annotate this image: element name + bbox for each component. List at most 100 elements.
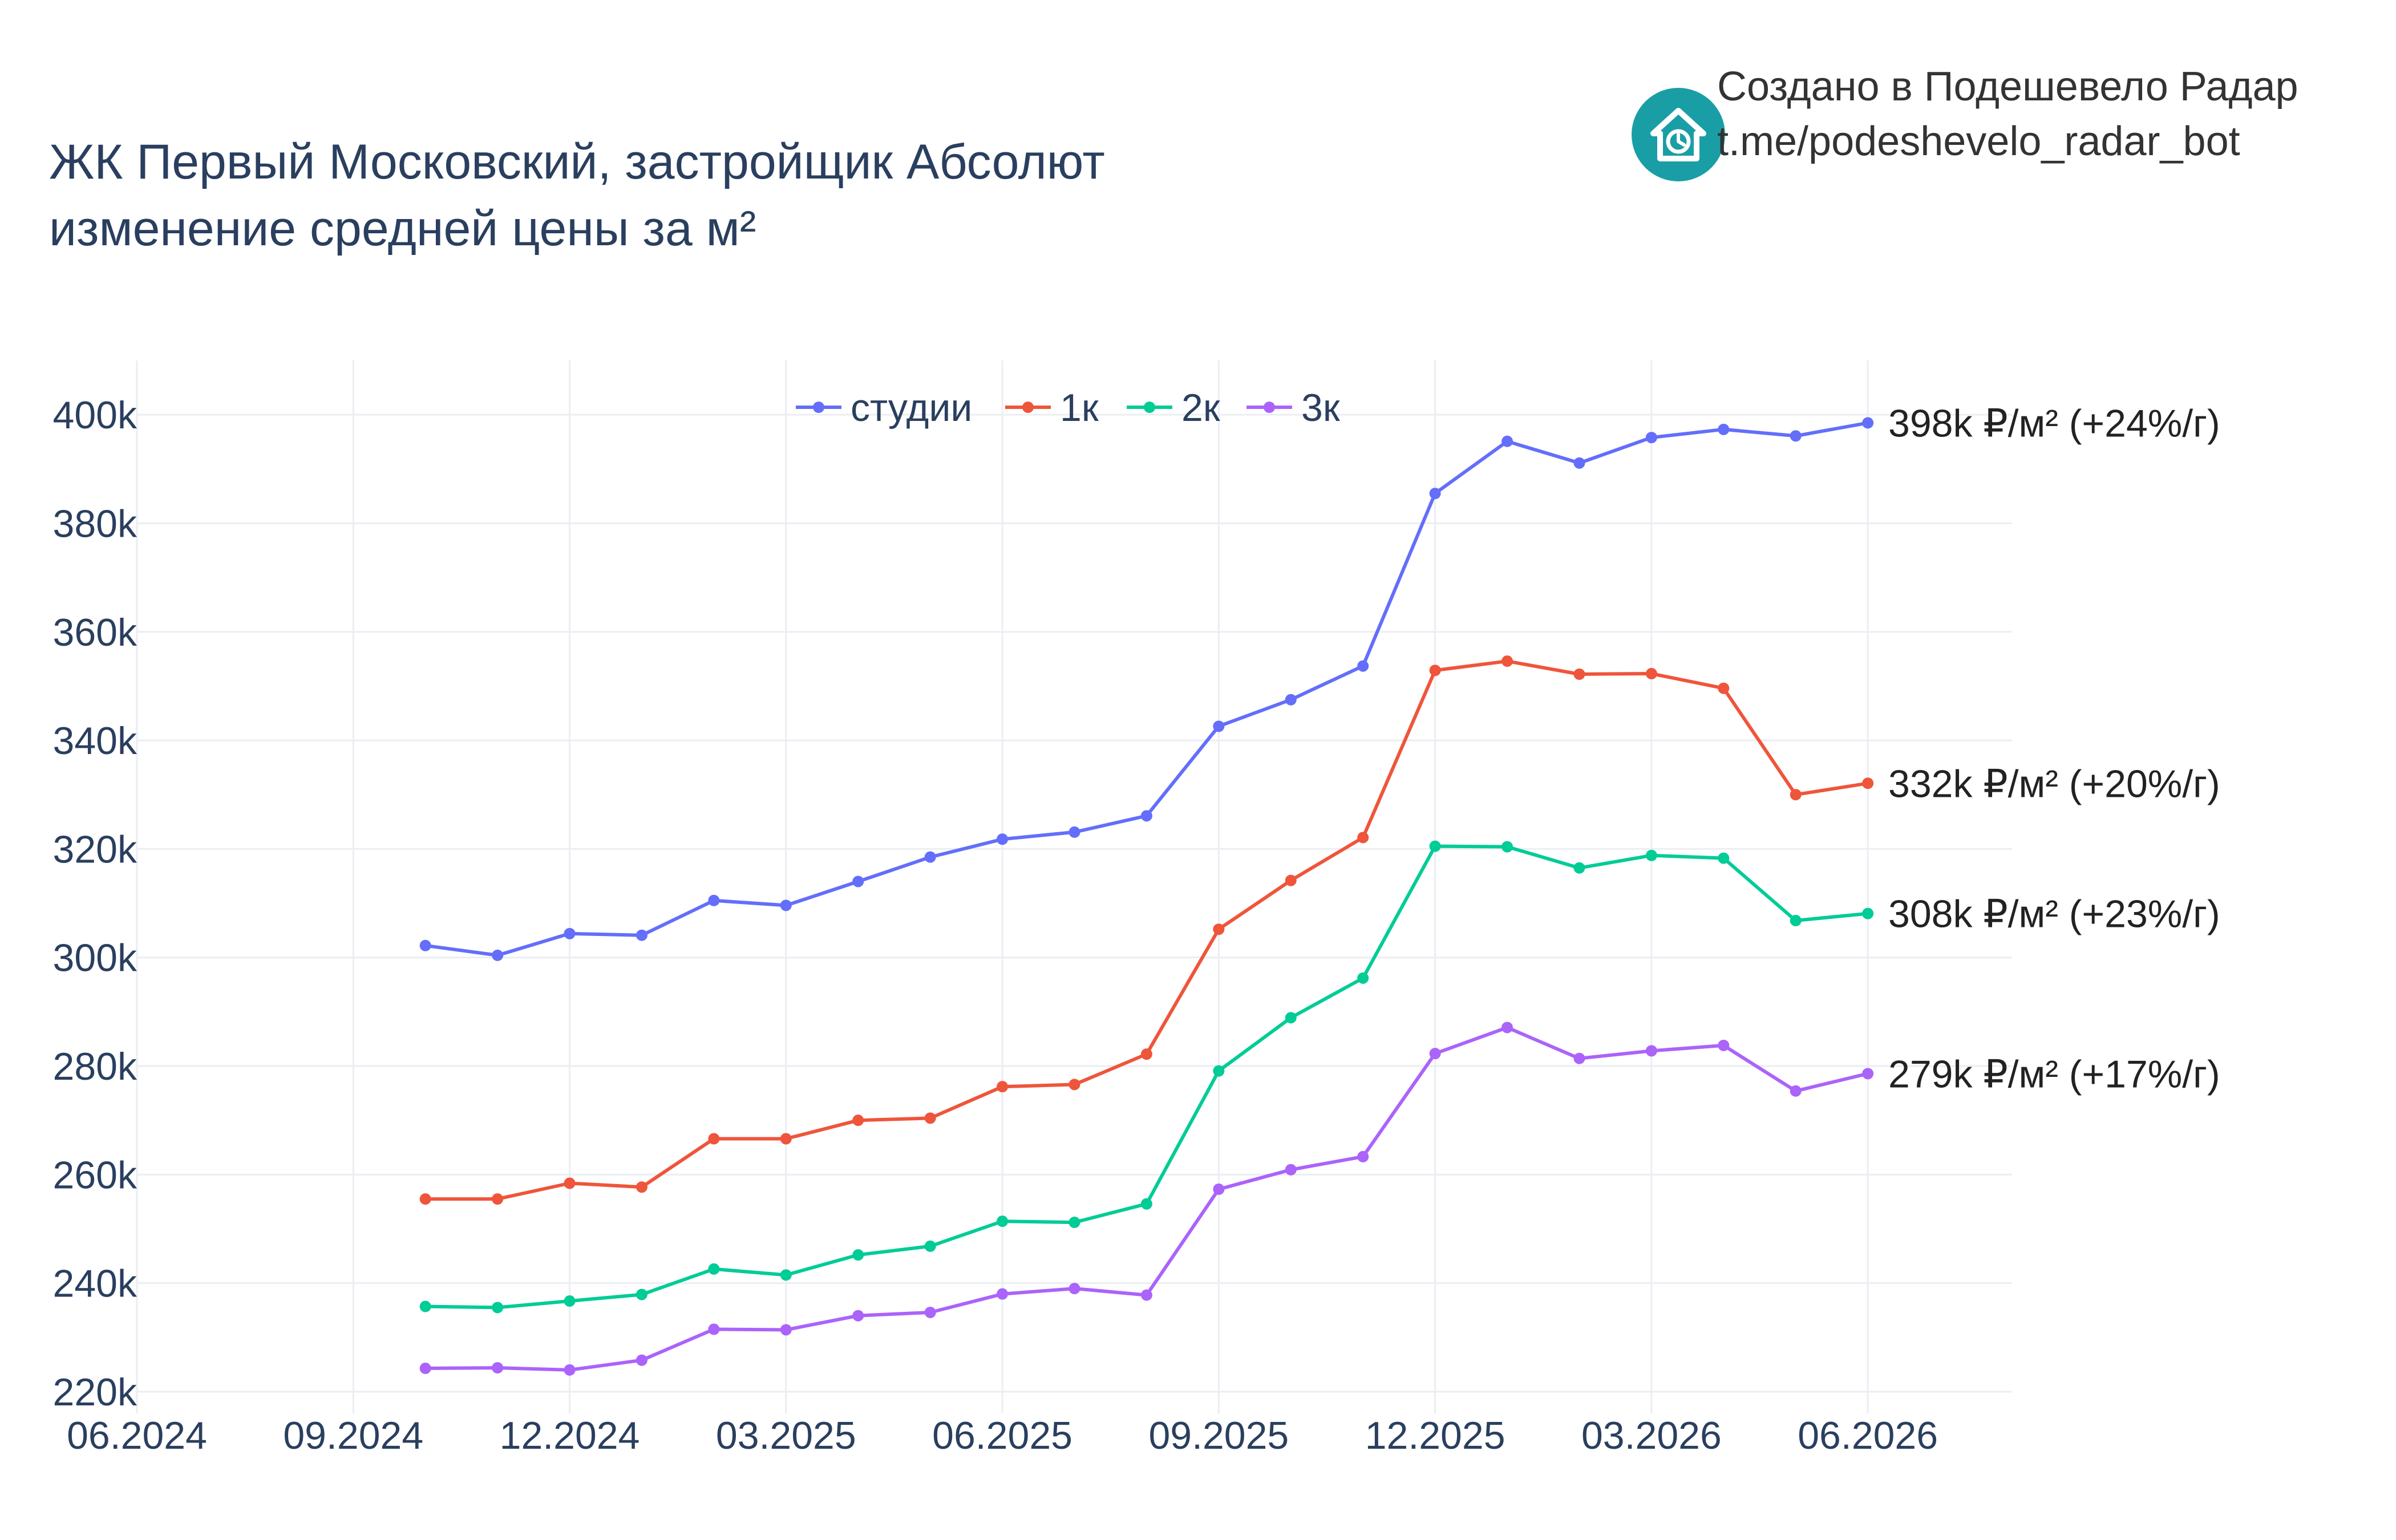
data-point [419, 1300, 431, 1312]
data-point [1501, 435, 1513, 447]
legend-item[interactable]: 2к [1127, 386, 1221, 429]
data-series [419, 417, 1874, 1376]
data-point [1285, 874, 1297, 886]
legend-marker [813, 402, 824, 413]
data-point [564, 1295, 576, 1307]
legend-label: 3к [1301, 386, 1341, 429]
data-point [708, 894, 720, 906]
data-point [636, 1354, 647, 1366]
logo-clock-hands [1677, 133, 1686, 147]
brand-credit-line-2: t.me/podeshevelo_radar_bot [1717, 119, 2240, 164]
legend-label: студии [851, 386, 972, 429]
data-point [1213, 923, 1225, 935]
data-point [1573, 1052, 1585, 1064]
data-point [1501, 841, 1513, 853]
data-point [492, 1362, 504, 1374]
data-point [564, 1364, 576, 1376]
legend-label: 2к [1181, 386, 1221, 429]
data-point [492, 1302, 504, 1314]
data-point [780, 1269, 792, 1281]
data-point [997, 1081, 1009, 1093]
y-tick-label: 280k [53, 1045, 137, 1088]
data-point [1790, 914, 1802, 926]
y-tick-label: 360k [53, 611, 137, 654]
legend-item[interactable]: 3к [1246, 386, 1341, 429]
data-point [1285, 1164, 1297, 1176]
x-tick-label: 09.2025 [1148, 1414, 1289, 1457]
grid-lines [136, 360, 2012, 1413]
data-point [997, 1288, 1009, 1300]
data-point [708, 1133, 720, 1145]
series-3 [419, 1022, 1874, 1376]
data-point [1429, 488, 1441, 500]
data-point [1718, 852, 1730, 864]
data-point [1429, 1048, 1441, 1060]
brand-credit-line-1: Создано в Подешевело Радар [1717, 64, 2298, 110]
data-point [1285, 694, 1297, 706]
data-point [1573, 668, 1585, 680]
y-tick-label: 260k [53, 1153, 137, 1197]
series-end-label: 332k ₽/м² (+20%/г) [1888, 762, 2220, 805]
data-point [1862, 777, 1874, 789]
y-tick-label: 400k [53, 394, 137, 437]
logo-clock-face [1666, 129, 1691, 154]
series-end-label: 279k ₽/м² (+17%/г) [1888, 1052, 2220, 1096]
data-point [1357, 660, 1369, 672]
y-tick-label: 300k [53, 937, 137, 980]
data-point [1645, 668, 1657, 680]
end-labels: 398k ₽/м² (+24%/г) 332k ₽/м² (+20%/г) 308k… [1888, 402, 2220, 1096]
data-point [1429, 664, 1441, 676]
data-point [419, 1193, 431, 1205]
data-point [852, 1115, 864, 1126]
data-point [924, 1112, 936, 1124]
data-point [1357, 1150, 1369, 1162]
x-tick-label: 03.2025 [716, 1414, 856, 1457]
x-tick-label: 06.2025 [932, 1414, 1072, 1457]
axes: 06.2024 09.2024 12.2024 03.2025 06.2025 09.20… [53, 394, 1938, 1457]
data-point [852, 876, 864, 887]
data-point [1069, 1217, 1080, 1229]
x-tick-label: 06.2026 [1798, 1414, 1938, 1457]
data-point [419, 1363, 431, 1375]
data-point [1069, 1079, 1080, 1091]
brand-logo [1632, 88, 1725, 181]
x-tick-label: 03.2026 [1581, 1414, 1722, 1457]
legend-item[interactable]: 1к [1005, 386, 1099, 429]
data-point [1213, 1184, 1225, 1195]
x-tick-label: 12.2024 [500, 1414, 640, 1457]
data-point [564, 1177, 576, 1189]
data-point [1790, 430, 1802, 442]
data-point [1645, 849, 1657, 861]
legend-item[interactable]: студии [796, 386, 972, 429]
data-point [924, 851, 936, 863]
y-tick-label: 380k [53, 502, 137, 545]
data-point [1645, 432, 1657, 444]
chart-title-line-2: изменение средней цены за м² [49, 201, 756, 256]
data-point [636, 1288, 647, 1300]
data-point [1862, 1068, 1874, 1080]
data-point [1357, 972, 1369, 984]
data-point [1140, 810, 1152, 822]
data-point [1140, 1289, 1152, 1301]
x-tick-label: 06.2024 [67, 1414, 207, 1457]
data-point [1069, 826, 1080, 838]
data-point [780, 1324, 792, 1336]
data-point [636, 929, 647, 941]
data-point [1573, 457, 1585, 469]
data-point [708, 1323, 720, 1335]
legend-label: 1к [1060, 386, 1099, 429]
house-clock-icon [1650, 108, 1706, 161]
data-point [492, 1193, 504, 1205]
legend: студии 1к 2к 3к [796, 386, 1341, 429]
y-tick-label: 240k [53, 1262, 137, 1306]
data-point [924, 1240, 936, 1252]
series-end-label: 398k ₽/м² (+24%/г) [1888, 402, 2220, 445]
data-point [1357, 832, 1369, 844]
data-point [852, 1310, 864, 1322]
data-point [1790, 789, 1802, 801]
data-point [1213, 720, 1225, 732]
chart-title-line-1: ЖК Первый Московский, застройщик Абсолют [49, 135, 1105, 189]
y-tick-label: 340k [53, 719, 137, 763]
data-point [852, 1249, 864, 1261]
data-point [1285, 1012, 1297, 1024]
